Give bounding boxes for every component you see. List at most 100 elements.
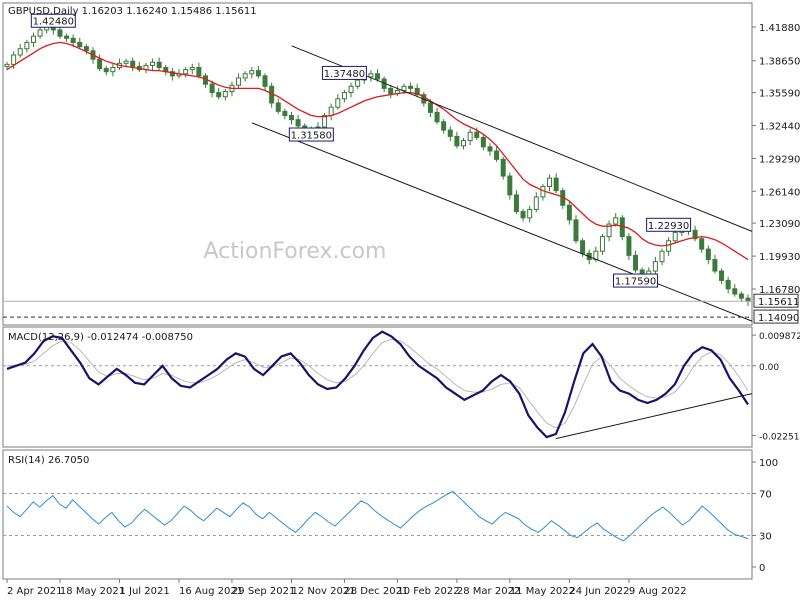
candle-body <box>17 48 23 56</box>
candle-body <box>242 73 248 79</box>
candle-body <box>189 67 195 71</box>
x-tick-label: 12 Nov 2021 <box>291 586 355 597</box>
candle-body <box>37 29 43 37</box>
macd-y-tick-label: -0.022516 <box>759 433 800 443</box>
candle-body <box>70 37 76 43</box>
candle-body <box>57 29 63 37</box>
candle-body <box>633 254 639 271</box>
candle-body <box>110 67 116 73</box>
x-tick-label: 18 May 2021 <box>60 586 125 597</box>
watermark: ActionForex.com <box>204 239 387 264</box>
candle-body <box>24 41 30 50</box>
y-tick-label: 1.23090 <box>759 219 800 230</box>
rsi-panel-frame <box>2 449 753 580</box>
x-tick-label: 16 Aug 2021 <box>179 586 243 597</box>
candle-body <box>573 219 579 242</box>
price-annotation-box <box>613 273 659 288</box>
candle-body <box>699 238 705 250</box>
macd-signal-line <box>6 338 749 429</box>
candle-body <box>341 92 347 100</box>
candle-body <box>500 158 506 177</box>
candle-body <box>328 106 334 117</box>
candle-body <box>156 61 162 69</box>
rsi-line <box>6 490 749 542</box>
macd-trendline <box>555 393 753 440</box>
price-annotation-label: 1.37480 <box>324 69 365 80</box>
y-tick-label: 1.16780 <box>759 285 800 296</box>
candle-body <box>494 150 500 160</box>
candle-body <box>705 248 711 261</box>
candle-body <box>513 194 519 213</box>
candle-body <box>123 60 129 64</box>
candle-body <box>712 259 718 272</box>
y-tick-label: 1.35590 <box>759 89 800 100</box>
candle-body <box>295 119 301 127</box>
price-annotation-box <box>321 65 367 80</box>
candle-body <box>606 223 612 238</box>
candle-body <box>169 71 175 77</box>
candle-body <box>183 69 189 75</box>
candle-body <box>348 85 354 94</box>
rsi-y-tick-label: 0 <box>759 563 765 574</box>
candle-body <box>461 140 467 147</box>
price-annotation-label: 1.22930 <box>648 221 689 232</box>
rsi-y-tick-label: 30 <box>759 532 772 543</box>
x-tick-label: 11 May 2022 <box>510 586 575 597</box>
candle-body <box>441 121 447 131</box>
y-tick-label: 1.19930 <box>759 252 800 263</box>
candle-body <box>467 131 473 142</box>
candle-body <box>216 92 222 98</box>
candle-body <box>209 83 215 94</box>
rsi-y-tick-label: 100 <box>759 458 778 469</box>
candle-body <box>613 217 619 225</box>
candle-body <box>732 288 738 295</box>
price-annotation-label: 1.31580 <box>291 131 332 142</box>
candle-body <box>672 231 678 242</box>
candle-body <box>580 240 586 254</box>
candle-body <box>196 67 202 77</box>
candle-body <box>255 70 261 77</box>
channel-line <box>291 45 753 232</box>
candle-body <box>454 135 460 147</box>
y-tick-label: 1.29290 <box>759 154 800 165</box>
candle-body <box>507 175 513 196</box>
y-tick-label: 1.41880 <box>759 23 800 34</box>
support-level-label: 1.14090 <box>758 313 799 324</box>
candle-body <box>236 77 242 86</box>
x-tick-label: 28 Dec 2021 <box>344 586 408 597</box>
x-tick-label: 2 Apr 2021 <box>7 586 62 597</box>
candle-body <box>64 35 70 39</box>
candle-body <box>738 293 744 299</box>
candle-body <box>487 146 493 152</box>
candle-body <box>77 41 83 48</box>
price-annotation-box <box>288 127 334 142</box>
price-annotation-box <box>646 217 692 232</box>
macd-line <box>6 330 749 439</box>
y-tick-label: 1.38650 <box>759 57 800 68</box>
x-tick-label: 29 Sep 2021 <box>232 586 295 597</box>
x-tick-label: 9 Aug 2022 <box>629 586 687 597</box>
candle-body <box>447 129 453 137</box>
candle-body <box>725 279 731 290</box>
candle-body <box>626 236 632 256</box>
price-panel-title: GBPUSD,Daily 1.16203 1.16240 1.15486 1.1… <box>8 6 257 17</box>
candle-body <box>427 102 433 113</box>
price-annotation-box <box>30 13 76 28</box>
candle-body <box>520 211 526 219</box>
candle-body <box>553 177 559 192</box>
candle-body <box>262 75 268 87</box>
candle-body <box>288 115 294 121</box>
candle-body <box>480 136 486 148</box>
candle-body <box>222 91 228 98</box>
candle-body <box>533 196 539 210</box>
candle-body <box>652 261 658 272</box>
candle-body <box>97 58 103 70</box>
candle-body <box>368 73 374 78</box>
macd-y-tick-label: 0.00 <box>759 363 779 373</box>
candle-body <box>4 63 10 67</box>
y-tick-label: 1.32440 <box>759 122 800 133</box>
current-price-label: 1.15611 <box>758 297 799 308</box>
candle-body <box>401 85 407 91</box>
